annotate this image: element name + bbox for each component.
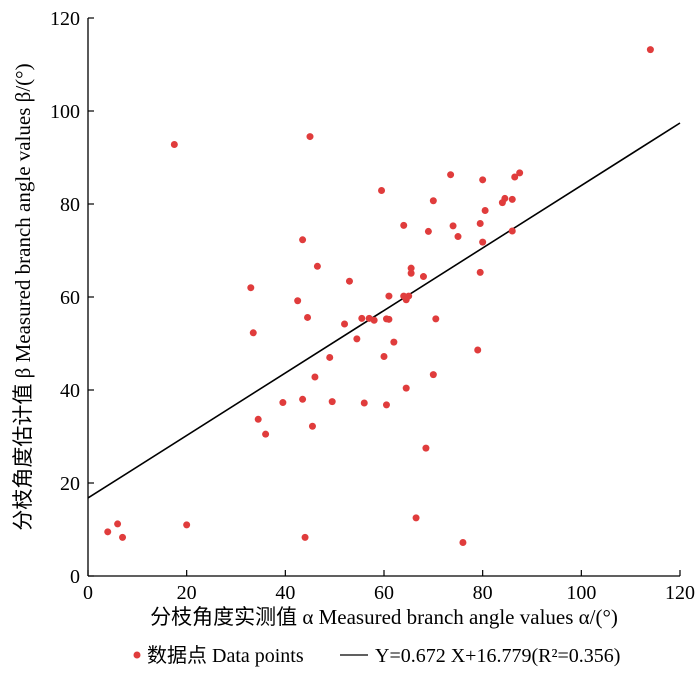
data-point <box>299 236 307 244</box>
data-point <box>380 353 388 361</box>
data-point <box>306 133 314 141</box>
data-point <box>390 338 398 346</box>
data-point <box>454 233 462 241</box>
data-point <box>183 521 191 529</box>
plot-area <box>87 18 680 577</box>
y-ticks: 0 20 40 60 80 100 120 <box>50 8 94 588</box>
data-point <box>407 264 415 272</box>
x-tick-label: 40 <box>275 582 295 604</box>
data-point <box>508 227 516 235</box>
x-tick-label: 20 <box>177 582 197 604</box>
data-point <box>501 194 509 202</box>
data-point <box>353 335 361 343</box>
data-point <box>299 395 307 403</box>
data-point <box>247 284 255 292</box>
y-axis-title: 分枝角度估计值 β Measured branch angle values β… <box>11 63 35 530</box>
data-point <box>479 176 487 184</box>
data-point <box>476 268 484 276</box>
data-point <box>358 314 366 322</box>
data-point <box>308 422 316 430</box>
data-point <box>114 520 122 528</box>
data-point <box>476 220 484 228</box>
data-point <box>119 533 127 541</box>
data-point <box>341 320 349 328</box>
data-point <box>385 315 393 323</box>
y-tick-label: 40 <box>60 380 80 402</box>
data-point <box>449 222 457 230</box>
data-point <box>429 371 437 379</box>
x-tick-label: 120 <box>665 582 695 604</box>
legend-line-label: Y=0.672 X+16.779(R²=0.356) <box>375 645 620 667</box>
data-point <box>311 373 319 381</box>
data-point <box>304 313 312 321</box>
data-point <box>370 316 378 324</box>
data-point <box>481 207 489 215</box>
data-point <box>405 292 413 300</box>
y-tick-label: 80 <box>60 194 80 216</box>
y-tick-label: 0 <box>70 566 80 588</box>
data-point <box>328 398 336 406</box>
data-point <box>400 221 408 229</box>
data-point <box>447 171 455 179</box>
x-tick-label: 0 <box>83 582 93 604</box>
data-point <box>326 353 334 361</box>
x-ticks: 0 20 40 60 80 100 120 <box>83 570 695 604</box>
y-tick-label: 60 <box>60 287 80 309</box>
y-tick-label: 20 <box>60 473 80 495</box>
x-tick-label: 60 <box>374 582 394 604</box>
data-point <box>360 399 368 407</box>
data-point <box>511 173 519 181</box>
data-point <box>646 46 654 54</box>
data-point <box>508 195 516 203</box>
data-point <box>459 539 467 547</box>
data-point <box>402 384 410 392</box>
data-point <box>385 292 393 300</box>
data-point <box>249 329 257 337</box>
data-point <box>424 227 432 235</box>
x-tick-label: 80 <box>473 582 493 604</box>
data-point <box>516 169 524 177</box>
data-point <box>422 444 430 452</box>
data-point <box>104 528 112 536</box>
legend: 数据点 Data points Y=0.672 X+16.779(R²=0.35… <box>133 644 620 667</box>
fit-line-layer <box>87 122 681 499</box>
data-point <box>279 399 287 407</box>
data-point <box>262 430 270 438</box>
data-point <box>479 238 487 246</box>
fit-line <box>87 122 681 499</box>
data-point <box>345 277 353 285</box>
data-point <box>313 262 321 270</box>
data-point <box>412 514 420 522</box>
data-points-layer <box>104 46 654 547</box>
data-point <box>254 415 262 423</box>
data-point <box>474 346 482 354</box>
data-point <box>432 315 440 323</box>
data-point <box>301 533 309 541</box>
legend-point-marker <box>133 651 141 659</box>
y-tick-label: 100 <box>50 101 80 123</box>
data-point <box>419 273 427 281</box>
data-point <box>407 269 415 277</box>
legend-points-label: 数据点 Data points <box>147 644 304 667</box>
data-point <box>378 187 386 195</box>
data-point <box>294 297 302 305</box>
plot-frame <box>88 18 680 576</box>
data-point <box>170 140 178 148</box>
y-tick-label: 120 <box>50 8 80 30</box>
x-tick-label: 100 <box>566 582 596 604</box>
x-axis-title: 分枝角度实测值 α Measured branch angle values α… <box>150 605 618 629</box>
data-point <box>429 197 437 205</box>
data-point <box>382 401 390 409</box>
